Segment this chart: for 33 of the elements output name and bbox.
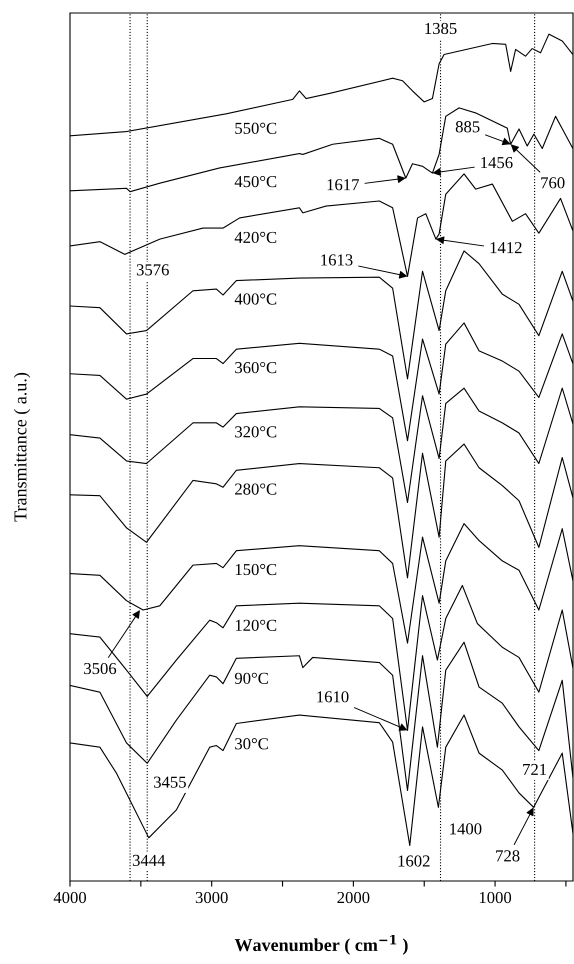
series-label: 280°C	[235, 483, 276, 495]
ref-line-label: 3576	[136, 264, 169, 276]
annotation: 1610	[317, 691, 349, 702]
series-label: 360°C	[235, 362, 276, 374]
series-label: 450°C	[234, 176, 276, 188]
series-label: 320°C	[235, 426, 276, 438]
series-label: 550°C	[235, 122, 276, 134]
series-label: 150°C	[236, 564, 276, 576]
y-axis-title: Transmittance ( a.u.)	[14, 372, 30, 522]
x-tick-label: 3000	[196, 892, 228, 904]
annotation: 3444	[132, 854, 166, 866]
ref-line-label: 721	[523, 764, 546, 775]
annotation: 1602	[398, 855, 430, 867]
annotation: 885	[456, 121, 480, 132]
ref-line-label: 1385	[425, 22, 457, 34]
x-tick-label: 4000	[54, 892, 86, 904]
series-label: 90°C	[234, 672, 268, 684]
series-label: 30°C	[235, 738, 268, 750]
ref-line-label: 3455	[154, 776, 186, 788]
annotation: 1400	[450, 823, 482, 834]
series-label: 400°C	[234, 293, 276, 305]
annotation: 1412	[490, 242, 522, 254]
annotation: 1456	[481, 157, 513, 168]
annotation: 760	[541, 177, 565, 188]
x-tick-label: 1000	[480, 892, 512, 904]
x-axis-title: Wavenumber ( cm$^{−1}$ )	[234, 934, 408, 955]
annotation: 1617	[328, 179, 359, 190]
annotation: 728	[496, 850, 520, 862]
x-tick-label: 2000	[337, 892, 370, 904]
series-label: 120°C	[236, 620, 276, 631]
annotation: 1613	[321, 254, 353, 266]
series-label: 420°C	[234, 232, 276, 244]
annotation: 3506	[84, 662, 116, 674]
